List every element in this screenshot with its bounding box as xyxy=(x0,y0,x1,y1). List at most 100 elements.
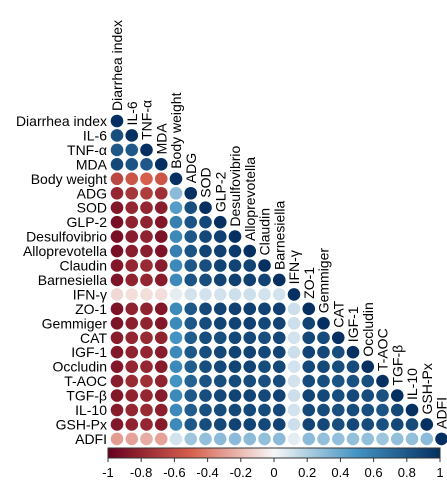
column-label-il-10: IL-10 xyxy=(404,368,420,400)
cell-tgf-beta--tgf-beta xyxy=(390,389,404,402)
cell-il-10--gemmiger xyxy=(317,403,330,417)
cell-body-weight--diarrhea-index xyxy=(110,172,124,186)
column-label-desulfovibrio: Desulfovibrio xyxy=(227,145,243,226)
cell-barnesiella--desulfovibrio xyxy=(228,273,242,287)
cell-t-aoc--gemmiger xyxy=(317,374,330,388)
cell-gsh-px--occludin xyxy=(361,418,375,431)
cell-barnesiella--body-weight xyxy=(169,273,183,287)
cell-gsh-px--claudin xyxy=(258,418,271,431)
cell-adfi--adfi xyxy=(435,432,447,446)
cell-sod--mda xyxy=(154,201,168,214)
cell-adfi--sod xyxy=(199,432,212,446)
cell-tgf-beta--igf-1 xyxy=(346,389,360,402)
cell-alloprevotella--alloprevotella xyxy=(243,244,257,258)
cell-ifn-gamma--mda xyxy=(154,288,168,301)
cell-cat--glp-2 xyxy=(213,331,227,345)
cell-cat--tnf-alpha xyxy=(140,331,153,345)
cells-group xyxy=(110,114,447,446)
cell-cat--mda xyxy=(154,331,168,345)
cell-gsh-px--barnesiella xyxy=(272,418,286,431)
colorbar-tick-label: 0.8 xyxy=(398,465,416,480)
cell-gsh-px--il-10 xyxy=(405,418,419,431)
cell-adfi--mda xyxy=(154,432,168,446)
cell-tgf-beta--zo-1 xyxy=(302,389,316,402)
cell-mda--il-6 xyxy=(125,158,139,171)
cell-cat--desulfovibrio xyxy=(228,331,242,345)
row-label-mda: MDA xyxy=(76,156,108,172)
cell-adg--mda xyxy=(154,186,168,200)
cell-cat--gemmiger xyxy=(317,331,330,345)
row-label-body-weight: Body weight xyxy=(31,171,107,187)
cell-tgf-beta--barnesiella xyxy=(272,389,286,402)
cell-t-aoc--mda xyxy=(154,374,168,388)
cell-zo-1--diarrhea-index xyxy=(110,302,124,316)
cell-occludin--gemmiger xyxy=(317,360,330,373)
column-label-gemmiger: Gemmiger xyxy=(316,248,332,314)
row-label-adfi: ADFI xyxy=(75,431,107,447)
cell-igf-1--claudin xyxy=(258,345,271,359)
cell-t-aoc--body-weight xyxy=(169,374,183,388)
cell-gemmiger--ifn-gamma xyxy=(287,317,301,330)
cell-occludin--il-6 xyxy=(125,360,139,373)
row-label-il-10: IL-10 xyxy=(75,402,107,418)
cell-igf-1--mda xyxy=(154,345,168,359)
cell-gsh-px--il-6 xyxy=(125,418,139,431)
colorbar-ticks: -1 -0.8 -0.6 -0.4 -0.2 0 0.2 0.4 0.6 0.8 1 xyxy=(102,458,444,480)
cell-sod--sod xyxy=(199,201,212,214)
cell-t-aoc--claudin xyxy=(258,374,271,388)
row-label-gsh-px: GSH-Px xyxy=(56,416,107,432)
cell-igf-1--gemmiger xyxy=(317,345,330,359)
cell-occludin--cat xyxy=(331,360,345,373)
cell-ifn-gamma--adg xyxy=(184,288,198,301)
cell-adg--adg xyxy=(184,186,198,200)
cell-t-aoc--cat xyxy=(331,374,345,388)
cell-t-aoc--il-6 xyxy=(125,374,139,388)
cell-adfi--igf-1 xyxy=(346,432,360,446)
cell-il-10--il-6 xyxy=(125,403,139,417)
cell-t-aoc--diarrhea-index xyxy=(110,374,124,388)
cell-t-aoc--occludin xyxy=(361,374,375,388)
column-label-alloprevotella: Alloprevotella xyxy=(242,157,258,241)
cell-claudin--alloprevotella xyxy=(243,259,257,272)
cell-il-10--body-weight xyxy=(169,403,183,417)
cell-barnesiella--diarrhea-index xyxy=(110,273,124,287)
cell-gemmiger--gemmiger xyxy=(317,317,330,330)
column-label-mda: MDA xyxy=(153,123,169,155)
cell-adfi--occludin xyxy=(361,432,375,446)
cell-sod--il-6 xyxy=(125,201,139,214)
row-label-t-aoc: T-AOC xyxy=(64,373,107,389)
cell-igf-1--il-6 xyxy=(125,345,139,359)
cell-cat--ifn-gamma xyxy=(287,331,301,345)
cell-gsh-px--body-weight xyxy=(169,418,183,431)
row-label-claudin: Claudin xyxy=(60,258,107,274)
column-label-il-6: IL-6 xyxy=(124,101,140,125)
cell-adfi--adg xyxy=(184,432,198,446)
cell-occludin--sod xyxy=(199,360,212,373)
cell-barnesiella--tnf-alpha xyxy=(140,273,153,287)
cell-sod--tnf-alpha xyxy=(140,201,153,214)
row-label-adg: ADG xyxy=(77,185,107,201)
cell-adfi--glp-2 xyxy=(213,432,227,446)
cell-desulfovibrio--glp-2 xyxy=(213,230,227,243)
cell-ifn-gamma--diarrhea-index xyxy=(110,288,124,301)
cell-t-aoc--tnf-alpha xyxy=(140,374,153,388)
row-label-ifn-gamma: IFN-γ xyxy=(73,286,107,302)
cell-occludin--ifn-gamma xyxy=(287,360,301,373)
cell-zo-1--adg xyxy=(184,302,198,316)
column-label-barnesiella: Barnesiella xyxy=(271,200,287,269)
cell-zo-1--body-weight xyxy=(169,302,183,316)
cell-t-aoc--desulfovibrio xyxy=(228,374,242,388)
cell-glp-2--glp-2 xyxy=(213,215,227,229)
colorbar-tick-label: -0.2 xyxy=(230,465,252,480)
row-label-gemmiger: Gemmiger xyxy=(42,315,108,331)
cell-glp-2--body-weight xyxy=(169,215,183,229)
cell-cat--zo-1 xyxy=(302,331,316,345)
cell-diarrhea-index--diarrhea-index xyxy=(110,114,124,128)
row-label-tnf-alpha: TNF-α xyxy=(67,142,107,158)
cell-il-6--diarrhea-index xyxy=(110,129,124,142)
colorbar-tick-label: 0.6 xyxy=(365,465,383,480)
cell-gemmiger--zo-1 xyxy=(302,317,316,330)
cell-occludin--claudin xyxy=(258,360,271,373)
cell-adfi--ifn-gamma xyxy=(287,432,301,446)
